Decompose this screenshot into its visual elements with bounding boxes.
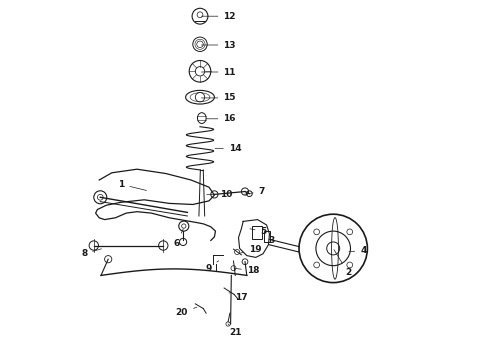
Text: 14: 14 <box>215 144 242 153</box>
Text: 12: 12 <box>201 12 236 21</box>
Text: 10: 10 <box>207 190 232 199</box>
Text: 19: 19 <box>239 245 261 253</box>
Text: 7: 7 <box>245 187 265 196</box>
Text: 1: 1 <box>118 180 147 190</box>
Text: 13: 13 <box>201 41 236 50</box>
Text: 3: 3 <box>263 236 275 245</box>
Text: 4: 4 <box>349 246 367 255</box>
Text: 6: 6 <box>174 229 183 248</box>
Text: 21: 21 <box>228 324 241 337</box>
Text: 11: 11 <box>201 68 236 77</box>
Text: 17: 17 <box>229 292 248 302</box>
Text: 20: 20 <box>176 307 197 317</box>
Text: 16: 16 <box>206 114 236 123</box>
Text: 15: 15 <box>201 94 236 103</box>
Text: 2: 2 <box>334 249 351 277</box>
Text: 9: 9 <box>205 261 219 273</box>
Text: 18: 18 <box>235 266 259 275</box>
Text: 8: 8 <box>81 249 101 258</box>
Text: 5: 5 <box>250 227 267 236</box>
